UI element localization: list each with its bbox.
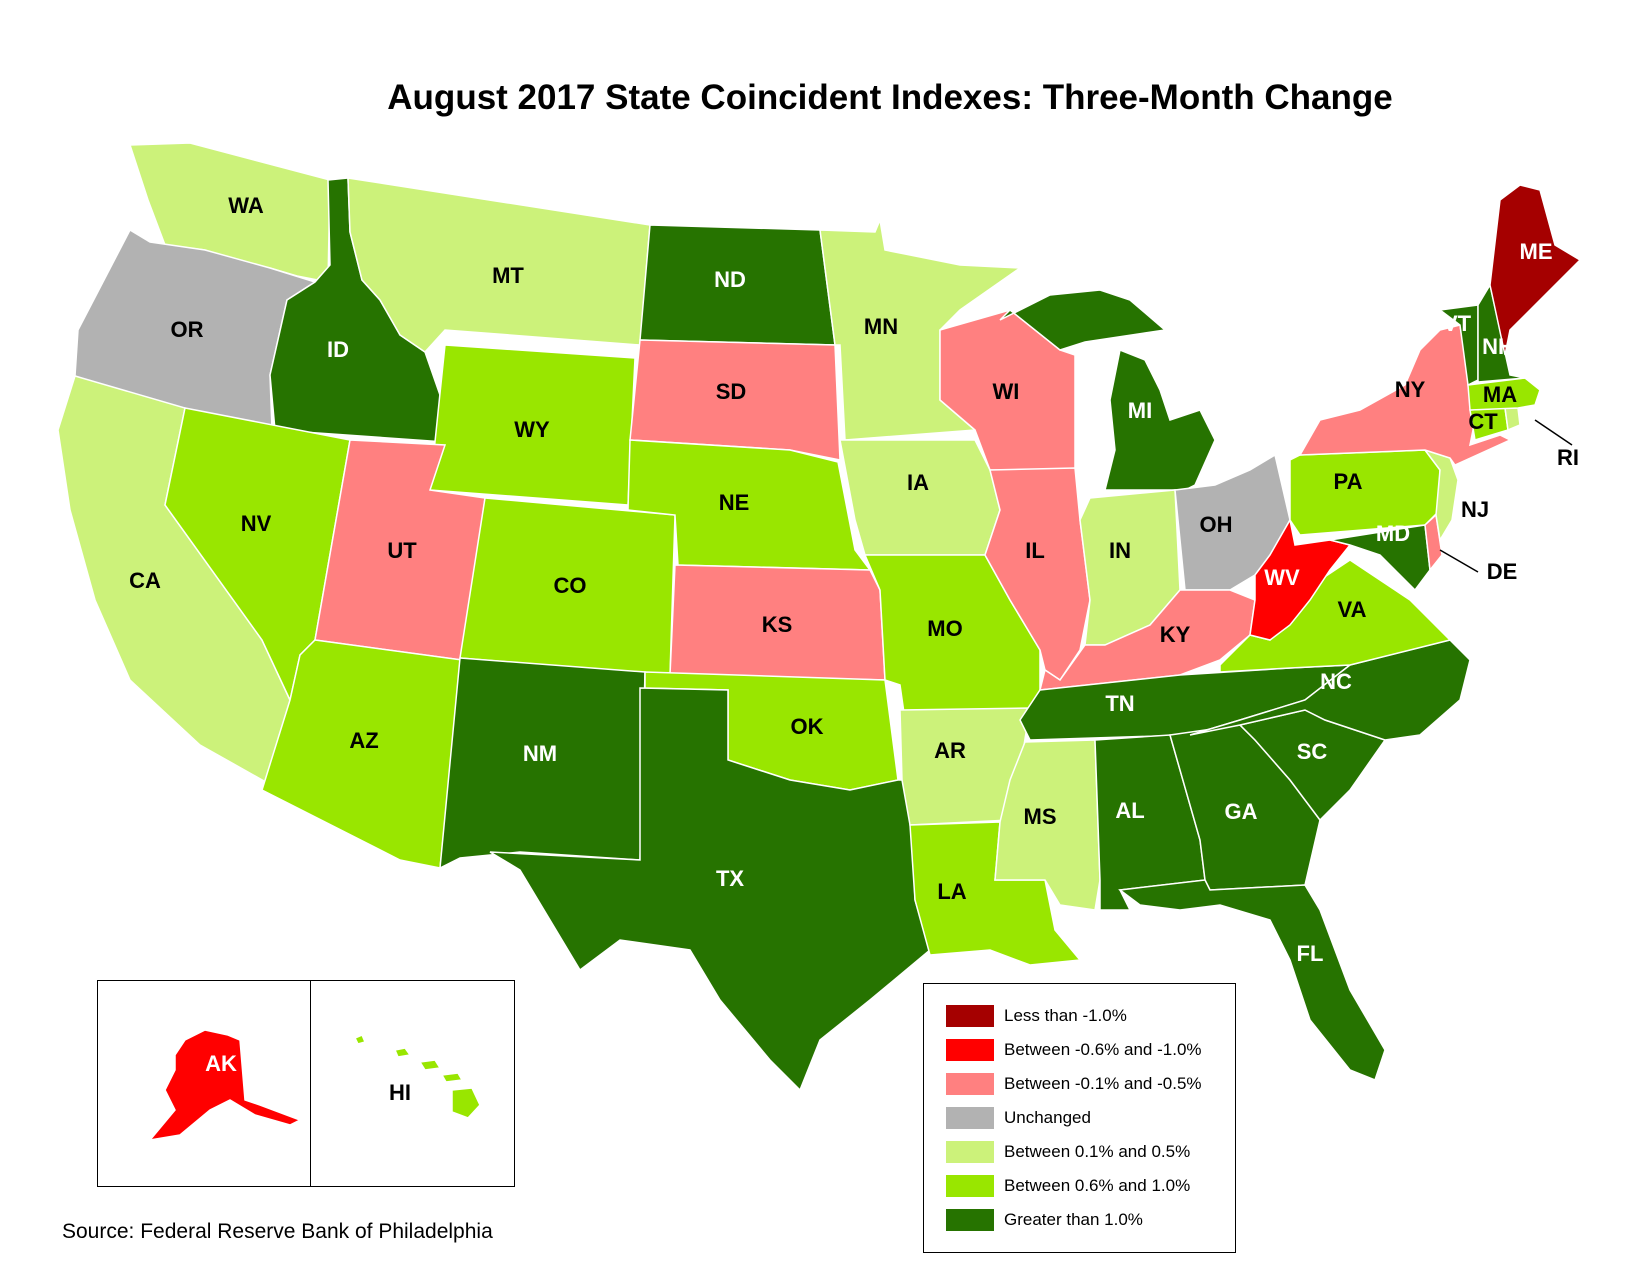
state-label-MN: MN — [864, 314, 898, 339]
legend-item: Between 0.6% and 1.0% — [946, 1174, 1190, 1198]
state-label-KS: KS — [762, 612, 793, 637]
state-label-OR: OR — [171, 317, 204, 342]
source-note: Source: Federal Reserve Bank of Philadel… — [62, 1220, 493, 1243]
legend-item: Between -0.6% and -1.0% — [946, 1038, 1202, 1062]
state-label-SC: SC — [1297, 739, 1328, 764]
state-label-ME: ME — [1520, 239, 1553, 264]
legend-swatch — [946, 1107, 994, 1129]
leader-RI — [1534, 419, 1573, 446]
state-NC — [1189, 639, 1471, 741]
state-label-VA: VA — [1338, 597, 1367, 622]
state-label-IA: IA — [907, 470, 929, 495]
state-label-NJ: NJ — [1461, 497, 1489, 522]
state-label-NY: NY — [1395, 377, 1426, 402]
state-label-KY: KY — [1160, 622, 1191, 647]
state-FL — [1118, 879, 1386, 1081]
state-label-NC: NC — [1320, 669, 1352, 694]
state-VT — [1438, 304, 1479, 387]
state-label-VT: VT — [1443, 311, 1472, 336]
state-label-RI: RI — [1557, 445, 1579, 470]
state-HI — [353, 1034, 481, 1119]
state-label-SD: SD — [716, 379, 747, 404]
state-PA — [1289, 449, 1441, 536]
legend-swatch — [946, 1073, 994, 1095]
state-label-MI: MI — [1128, 398, 1152, 423]
state-label-IL: IL — [1025, 538, 1045, 563]
state-label-ID: ID — [327, 337, 349, 362]
legend: Less than -1.0% Between -0.6% and -1.0% Be… — [923, 983, 1236, 1253]
state-RI — [1504, 407, 1521, 432]
state-label-IN: IN — [1109, 538, 1131, 563]
leader-DE — [1439, 549, 1479, 573]
state-label-NE: NE — [719, 490, 750, 515]
alaska-hawaii-inset — [97, 980, 515, 1187]
state-label-MD: MD — [1376, 521, 1410, 546]
legend-label: Between -0.1% and -0.5% — [1004, 1074, 1202, 1093]
state-NH — [1477, 283, 1526, 383]
state-label-AR: AR — [934, 738, 966, 763]
legend-label: Between -0.6% and -1.0% — [1004, 1040, 1202, 1059]
map-title: August 2017 State Coincident Indexes: Th… — [387, 78, 1393, 117]
state-NJ — [1422, 448, 1459, 543]
state-label-PA: PA — [1334, 469, 1363, 494]
state-IA — [839, 439, 1001, 556]
state-label-GA: GA — [1225, 799, 1258, 824]
state-label-DE: DE — [1487, 559, 1518, 584]
state-label-WI: WI — [993, 379, 1020, 404]
legend-swatch — [946, 1209, 994, 1231]
legend-label: Between 0.6% and 1.0% — [1004, 1176, 1191, 1195]
legend-swatch — [946, 1005, 994, 1027]
state-SD — [629, 339, 841, 461]
state-label-ND: ND — [714, 267, 746, 292]
legend-swatch — [946, 1039, 994, 1061]
state-label-CT: CT — [1468, 409, 1498, 434]
state-label-MS: MS — [1024, 804, 1057, 829]
inset-divider — [310, 981, 311, 1186]
legend-swatch — [946, 1141, 994, 1163]
state-label-TN: TN — [1105, 691, 1134, 716]
legend-label: Less than -1.0% — [1004, 1006, 1127, 1025]
state-label-MT: MT — [492, 263, 524, 288]
state-label-WA: WA — [228, 193, 264, 218]
state-label-HI: HI — [389, 1080, 411, 1105]
state-label-CA: CA — [129, 568, 161, 593]
state-AK — [148, 1029, 302, 1142]
legend-item: Greater than 1.0% — [946, 1208, 1143, 1232]
legend-label: Greater than 1.0% — [1004, 1210, 1143, 1229]
state-label-NM: NM — [523, 741, 557, 766]
state-label-WY: WY — [514, 417, 550, 442]
state-label-WV: WV — [1264, 565, 1300, 590]
state-ME — [1489, 184, 1582, 356]
legend-item: Between 0.1% and 0.5% — [946, 1140, 1190, 1164]
state-label-OK: OK — [791, 714, 824, 739]
state-MI — [999, 289, 1216, 491]
state-label-NV: NV — [241, 511, 272, 536]
state-label-MA: MA — [1483, 382, 1517, 407]
legend-label: Unchanged — [1004, 1108, 1091, 1127]
state-label-TX: TX — [716, 866, 744, 891]
legend-label: Between 0.1% and 0.5% — [1004, 1142, 1191, 1161]
state-TX — [489, 687, 931, 1092]
state-label-MO: MO — [927, 616, 962, 641]
legend-item: Between -0.1% and -0.5% — [946, 1072, 1202, 1096]
legend-item: Unchanged — [946, 1106, 1091, 1130]
state-label-OH: OH — [1200, 512, 1233, 537]
state-label-CO: CO — [554, 573, 587, 598]
state-label-FL: FL — [1297, 941, 1324, 966]
state-label-AZ: AZ — [349, 728, 378, 753]
state-MN — [819, 217, 1023, 441]
state-label-NH: NH — [1482, 334, 1514, 359]
legend-item: Less than -1.0% — [946, 1004, 1127, 1028]
state-label-AL: AL — [1115, 798, 1144, 823]
legend-swatch — [946, 1175, 994, 1197]
state-label-LA: LA — [937, 879, 966, 904]
state-label-AK: AK — [205, 1051, 237, 1076]
state-label-UT: UT — [387, 538, 417, 563]
